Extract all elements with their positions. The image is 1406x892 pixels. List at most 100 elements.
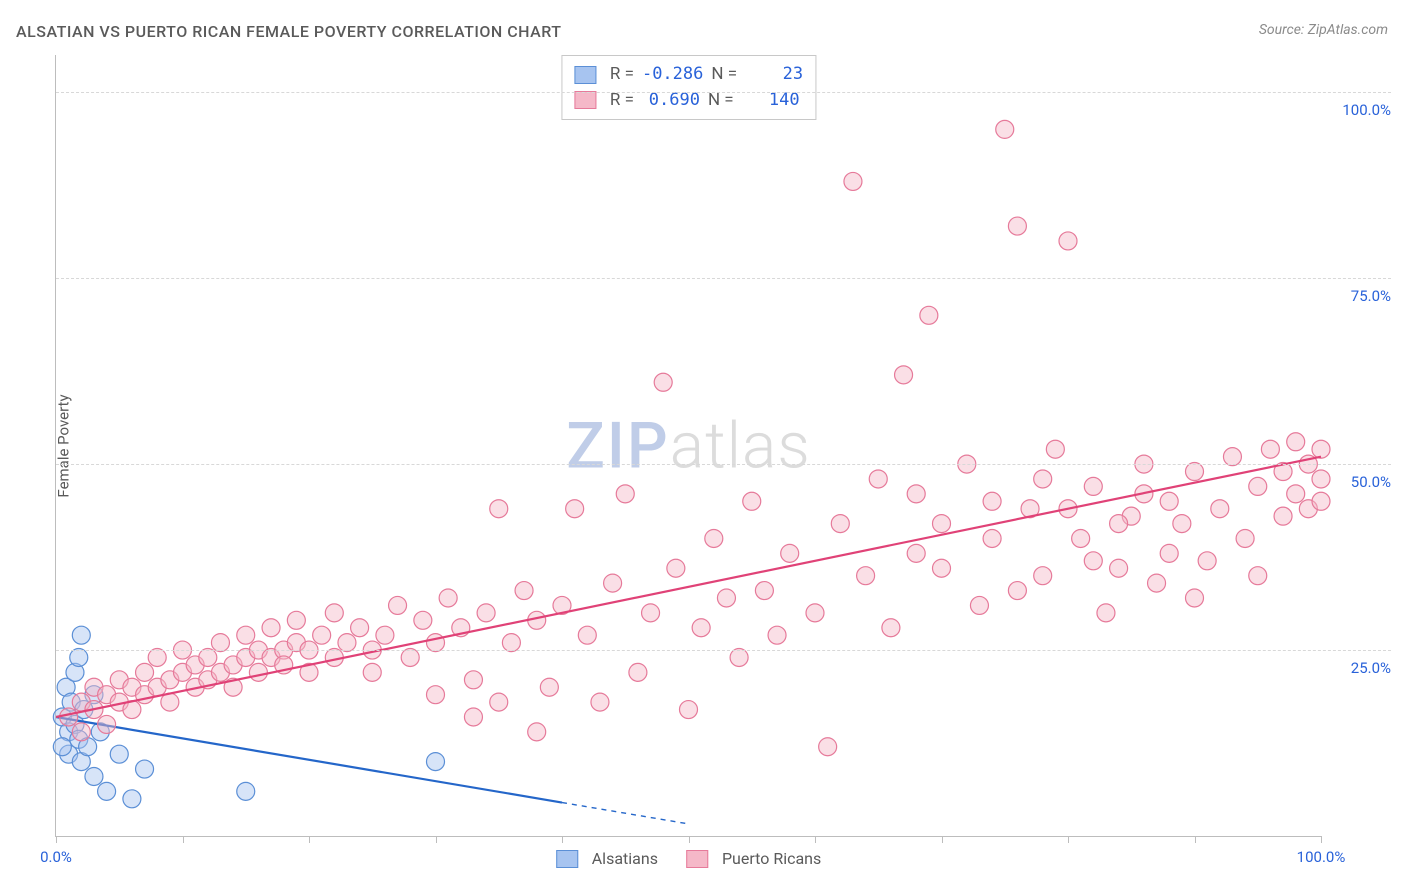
data-point [781, 544, 799, 562]
stats-row-alsatians: R = -0.286 N = 23 [574, 62, 803, 88]
data-point [1008, 582, 1026, 600]
data-point [933, 515, 951, 533]
data-point [1148, 574, 1166, 592]
data-point [1211, 500, 1229, 518]
xtick [942, 836, 943, 843]
data-point [629, 663, 647, 681]
data-point [1110, 515, 1128, 533]
data-point [1084, 477, 1102, 495]
data-point [70, 648, 88, 666]
xtick [1321, 836, 1322, 843]
chart-container: ALSATIAN VS PUERTO RICAN FEMALE POVERTY … [0, 0, 1406, 892]
xtick [436, 836, 437, 843]
data-point [287, 611, 305, 629]
data-point [464, 708, 482, 726]
data-point [642, 604, 660, 622]
data-point [1173, 515, 1191, 533]
data-point [566, 500, 584, 518]
data-point [983, 492, 1001, 510]
chart-title: ALSATIAN VS PUERTO RICAN FEMALE POVERTY … [16, 22, 562, 41]
data-point [680, 701, 698, 719]
data-point [705, 529, 723, 547]
gridline-h [56, 278, 1391, 279]
ytick-label: 50.0% [1351, 473, 1391, 491]
data-point [616, 485, 634, 503]
data-point [806, 604, 824, 622]
data-point [730, 648, 748, 666]
data-point [1261, 440, 1279, 458]
data-point [654, 373, 672, 391]
data-point [1274, 507, 1292, 525]
data-point [237, 782, 255, 800]
data-point [199, 648, 217, 666]
gridline-h [56, 464, 1391, 465]
data-point [1287, 485, 1305, 503]
data-point [831, 515, 849, 533]
data-point [72, 626, 90, 644]
data-point [401, 648, 419, 666]
data-point [983, 529, 1001, 547]
data-point [692, 619, 710, 637]
data-point [1072, 529, 1090, 547]
data-point [1287, 433, 1305, 451]
ytick-label: 25.0% [1351, 659, 1391, 677]
data-point [1223, 448, 1241, 466]
data-point [136, 760, 154, 778]
data-point [578, 626, 596, 644]
legend-item-puertoricans: Puerto Ricans [686, 849, 821, 868]
data-point [857, 567, 875, 585]
data-point [72, 723, 90, 741]
plot-area: ZIPatlas R = -0.286 N = 23 R = 0.690 N =… [55, 55, 1321, 837]
swatch-puertoricans [574, 91, 596, 109]
data-point [427, 753, 445, 771]
legend-swatch-puertoricans [686, 850, 708, 868]
data-point [996, 120, 1014, 138]
data-point [515, 582, 533, 600]
data-point [148, 648, 166, 666]
data-point [743, 492, 761, 510]
data-point [136, 663, 154, 681]
r-value-alsatians: -0.286 [642, 62, 703, 88]
xtick [183, 836, 184, 843]
legend-label-alsatians: Alsatians [592, 849, 658, 868]
data-point [1034, 470, 1052, 488]
data-point [490, 693, 508, 711]
trend-line-dashed [562, 803, 689, 824]
data-point [1110, 559, 1128, 577]
legend-item-alsatians: Alsatians [556, 849, 658, 868]
plot-svg [56, 55, 1321, 836]
data-point [1034, 567, 1052, 585]
data-point [502, 634, 520, 652]
data-point [1160, 544, 1178, 562]
n-value-alsatians: 23 [745, 62, 803, 88]
data-point [98, 782, 116, 800]
gridline-h [56, 650, 1391, 651]
data-point [464, 671, 482, 689]
data-point [85, 767, 103, 785]
data-point [53, 738, 71, 756]
xtick [815, 836, 816, 843]
data-point [528, 723, 546, 741]
data-point [717, 589, 735, 607]
xtick [309, 836, 310, 843]
data-point [1046, 440, 1064, 458]
data-point [439, 589, 457, 607]
data-point [1097, 604, 1115, 622]
data-point [325, 604, 343, 622]
data-point [351, 619, 369, 637]
ytick-label: 100.0% [1342, 101, 1391, 119]
data-point [1249, 567, 1267, 585]
data-point [1186, 589, 1204, 607]
data-point [768, 626, 786, 644]
xtick [562, 836, 563, 843]
data-point [819, 738, 837, 756]
ytick-label: 75.0% [1351, 287, 1391, 305]
stats-box: R = -0.286 N = 23 R = 0.690 N = 140 [561, 55, 816, 120]
trend-line [56, 457, 1321, 717]
data-point [414, 611, 432, 629]
data-point [477, 604, 495, 622]
data-point [591, 693, 609, 711]
data-point [1084, 552, 1102, 570]
xtick [689, 836, 690, 843]
data-point [211, 634, 229, 652]
